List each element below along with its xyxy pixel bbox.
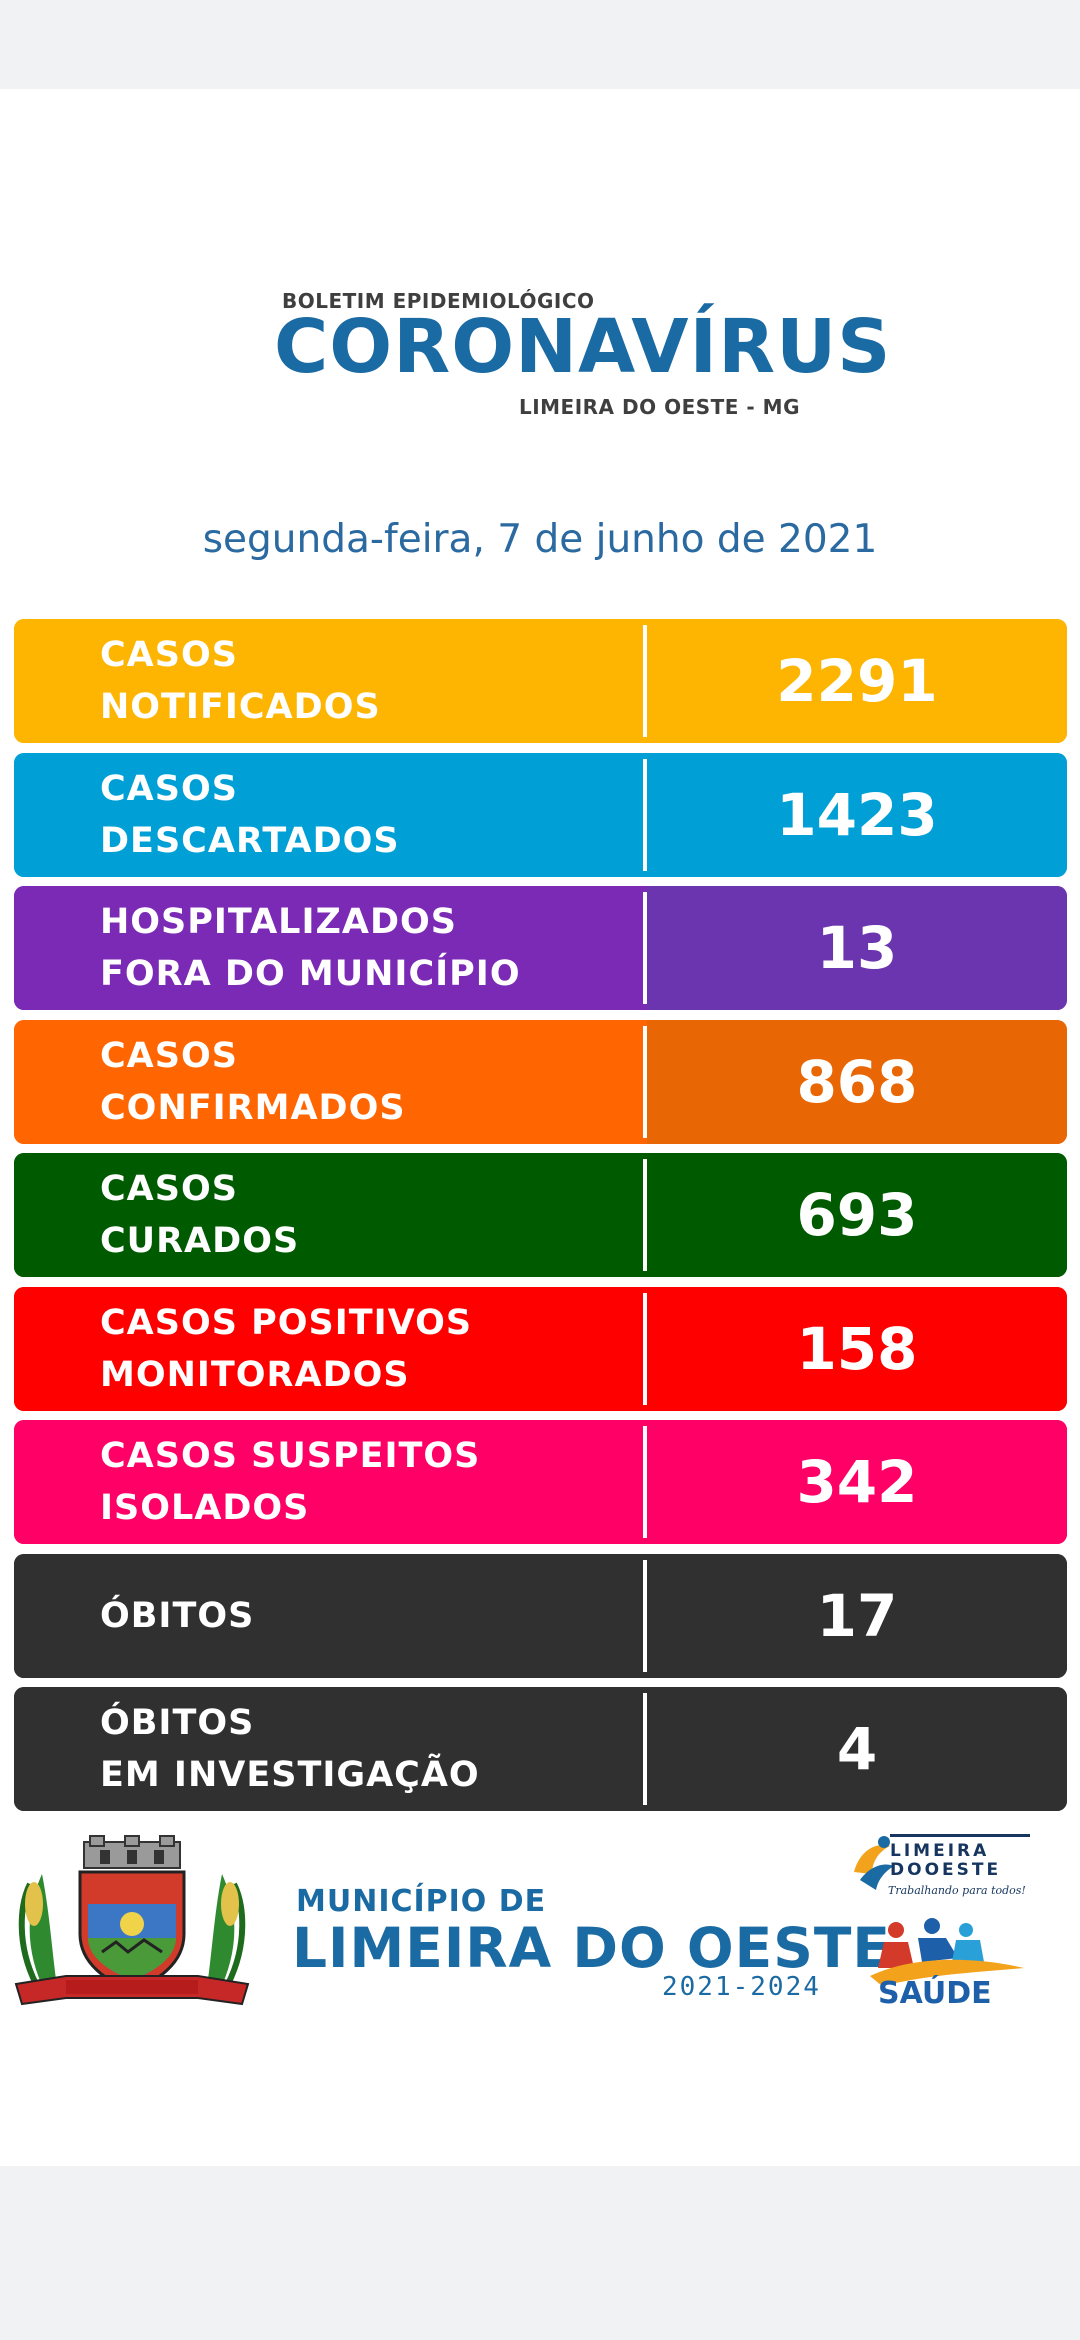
stat-row-label-cell: ÓBITOS (14, 1553, 643, 1678)
stat-row-value-cell: 342 (647, 1420, 1067, 1544)
stat-row-monitored: CASOS POSITIVOS MONITORADOS 158 (14, 1286, 1067, 1411)
stat-label: CASOS NOTIFICADOS (100, 635, 381, 727)
stat-label: ÓBITOS (100, 1595, 255, 1636)
stat-row-confirmed: CASOS CONFIRMADOS 868 (14, 1019, 1067, 1144)
stat-label: CASOS CURADOS (100, 1169, 300, 1261)
row-divider (643, 1559, 647, 1672)
municipality-name: LIMEIRA DO OESTE (292, 1916, 891, 1980)
row-divider (643, 625, 647, 737)
stat-row-value-cell: 2291 (647, 619, 1067, 743)
stat-row-deaths-investigation: ÓBITOS EM INVESTIGAÇÃO 4 (14, 1687, 1067, 1811)
stat-row-label-cell: ÓBITOS EM INVESTIGAÇÃO (14, 1687, 643, 1811)
bulletin-kicker: BOLETIM EPIDEMIOLÓGICO (282, 289, 595, 313)
government-logo-name: LIMEIRA DOOESTE (890, 1841, 1002, 1880)
stat-label: CASOS SUSPEITOS ISOLADOS (100, 1436, 481, 1528)
stat-row-value-cell: 17 (647, 1553, 1067, 1678)
health-secretariat-logo-icon (870, 1918, 1024, 1986)
bulletin-footer: MUNICÍPIO DE LIMEIRA DO OESTE 2021-2024 … (0, 1824, 1080, 2024)
stat-value: 4 (836, 1715, 878, 1783)
bulletin-date: segunda-feira, 7 de junho de 2021 (202, 517, 878, 562)
stat-row-label-cell: HOSPITALIZADOS FORA DO MUNICÍPIO (14, 886, 643, 1010)
municipal-crest-icon (14, 1835, 250, 2006)
stat-row-suspected: CASOS SUSPEITOS ISOLADOS 342 (14, 1420, 1067, 1544)
stat-value: 342 (796, 1448, 918, 1516)
stat-row-value-cell: 868 (647, 1019, 1067, 1144)
stat-label: CASOS CONFIRMADOS (100, 1035, 406, 1128)
stat-row-recovered: CASOS CURADOS 693 (14, 1153, 1067, 1277)
stat-label: CASOS DESCARTADOS (100, 768, 400, 861)
stat-value: 17 (816, 1581, 898, 1650)
stat-row-deaths: ÓBITOS 17 (14, 1553, 1067, 1678)
stat-row-label-cell: CASOS CURADOS (14, 1153, 643, 1277)
health-secretariat-word: SAÚDE (878, 1976, 992, 2011)
bulletin-card: BOLETIM EPIDEMIOLÓGICO CORONAVÍRUS LIMEI… (0, 89, 1080, 2166)
stat-value: 13 (816, 914, 898, 982)
stat-value: 158 (796, 1314, 918, 1383)
stat-row-label-cell: CASOS SUSPEITOS ISOLADOS (14, 1420, 643, 1544)
row-divider (643, 1693, 647, 1805)
stat-row-label-cell: CASOS DESCARTADOS (14, 752, 643, 877)
row-divider (643, 1159, 647, 1271)
stat-label: HOSPITALIZADOS FORA DO MUNICÍPIO (100, 902, 521, 994)
stat-value: 868 (796, 1047, 918, 1116)
stats-table: CASOS NOTIFICADOS 2291 CASOS DESCARTADOS… (14, 619, 1067, 1821)
stat-row-value-cell: 4 (647, 1687, 1067, 1811)
stat-row-label-cell: CASOS CONFIRMADOS (14, 1019, 643, 1144)
stat-row-value-cell: 1423 (647, 752, 1067, 877)
municipality-label-small: MUNICÍPIO DE (296, 1884, 547, 1919)
stat-label: ÓBITOS EM INVESTIGAÇÃO (100, 1703, 480, 1795)
stat-value: 693 (796, 1181, 918, 1249)
row-divider (643, 892, 647, 1004)
bulletin-header: BOLETIM EPIDEMIOLÓGICO CORONAVÍRUS LIMEI… (0, 89, 1080, 589)
stat-row-label-cell: CASOS NOTIFICADOS (14, 619, 643, 743)
stat-row-value-cell: 13 (647, 886, 1067, 1010)
stat-value: 2291 (776, 647, 938, 715)
stat-row-hospitalized: HOSPITALIZADOS FORA DO MUNICÍPIO 13 (14, 886, 1067, 1010)
stat-row-value-cell: 693 (647, 1153, 1067, 1277)
row-divider (643, 1292, 647, 1405)
stat-label: CASOS POSITIVOS MONITORADOS (100, 1302, 473, 1395)
stat-row-label-cell: CASOS POSITIVOS MONITORADOS (14, 1286, 643, 1411)
stat-row-discarded: CASOS DESCARTADOS 1423 (14, 752, 1067, 877)
bulletin-title: CORONAVÍRUS (274, 304, 892, 390)
stat-value: 1423 (776, 780, 938, 849)
stat-row-value-cell: 158 (647, 1286, 1067, 1411)
row-divider (643, 1025, 647, 1138)
government-logo-slogan: Trabalhando para todos! (888, 1884, 1026, 1897)
government-logo-icon (854, 1834, 1030, 1890)
bulletin-place: LIMEIRA DO OESTE - MG (518, 395, 800, 419)
row-divider (643, 1426, 647, 1538)
stat-row-notified: CASOS NOTIFICADOS 2291 (14, 619, 1067, 743)
municipality-term: 2021-2024 (662, 1972, 821, 2002)
row-divider (643, 758, 647, 871)
